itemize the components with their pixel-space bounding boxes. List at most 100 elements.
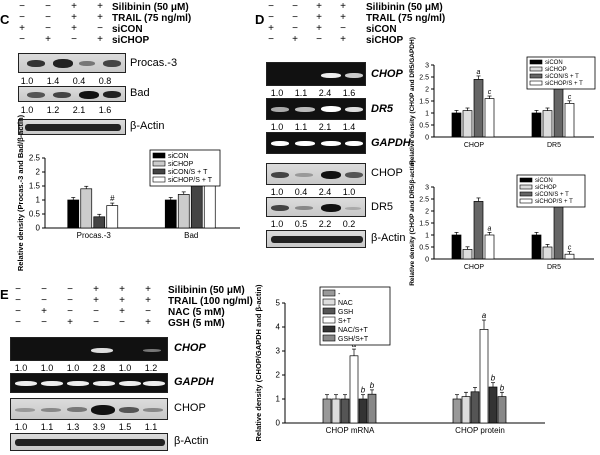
condition-sign: + xyxy=(145,317,151,328)
condition-label: GSH (5 mM) xyxy=(168,318,225,329)
condition-sign: + xyxy=(145,295,151,306)
quant-value: 1.3 xyxy=(66,422,80,432)
y-tick-label: 2 xyxy=(425,87,429,94)
y-tick-label: 1.5 xyxy=(419,221,429,228)
significance-mark: c xyxy=(488,89,492,96)
y-tick-label: 1 xyxy=(36,196,41,205)
bar xyxy=(484,98,495,138)
group-label: Procas.-3 xyxy=(77,231,112,240)
bar xyxy=(106,205,119,229)
blot-name-actin-e: β-Actin xyxy=(174,435,209,447)
legend-label: - xyxy=(338,291,341,298)
quant-value: 0.5 xyxy=(294,219,308,229)
condition-sign: − xyxy=(67,306,73,317)
quant-value: 1.6 xyxy=(342,88,356,98)
condition-sign: − xyxy=(292,12,298,23)
legend-label: siCHOP xyxy=(535,185,557,191)
condition-sign: − xyxy=(97,23,103,34)
quant-value: 1.0 xyxy=(118,363,132,373)
condition-sign: + xyxy=(41,306,47,317)
condition-sign: + xyxy=(268,23,274,34)
chart-d-top: 00.511.522.53acCHOPacDR5Relative density… xyxy=(409,37,596,165)
legend-swatch xyxy=(519,184,533,190)
condition-sign: + xyxy=(340,1,346,12)
panel-c-letter: C xyxy=(0,12,10,27)
bar xyxy=(531,112,542,138)
legend-label: siCHOP/S + T xyxy=(535,199,573,205)
blot-actin-e xyxy=(10,433,168,451)
quant-value: 0.2 xyxy=(342,219,356,229)
legend-swatch xyxy=(529,80,543,86)
quant-value: 2.2 xyxy=(318,219,332,229)
legend-label: siCHOP/S + T xyxy=(168,177,213,184)
condition-sign: + xyxy=(119,295,125,306)
condition-sign: − xyxy=(45,1,51,12)
quant-value: 0.8 xyxy=(98,76,112,86)
condition-sign: + xyxy=(93,295,99,306)
quant-value: 1.2 xyxy=(46,105,60,115)
significance-mark: c xyxy=(568,245,572,252)
y-tick-label: 5 xyxy=(276,299,281,308)
bar xyxy=(67,199,80,229)
quant-value: 1.6 xyxy=(98,105,112,115)
significance-mark: b xyxy=(370,381,375,390)
blot-name-actin-c: β-Actin xyxy=(130,120,165,132)
condition-sign: + xyxy=(93,284,99,295)
gel-chop-e xyxy=(10,337,168,361)
condition-sign: − xyxy=(15,284,21,295)
bar xyxy=(177,194,190,229)
legend-swatch xyxy=(519,191,533,197)
condition-sign: − xyxy=(268,12,274,23)
blot-name-dr5-d: DR5 xyxy=(371,201,394,213)
legend-swatch xyxy=(322,289,336,297)
condition-sign: − xyxy=(67,295,73,306)
y-tick-label: 2.5 xyxy=(419,75,429,82)
y-tick-label: 0.5 xyxy=(419,245,429,252)
significance-mark: # xyxy=(110,194,115,203)
quant-value: 1.0 xyxy=(66,363,80,373)
group-label: CHOP protein xyxy=(455,426,505,435)
y-tick-label: 0 xyxy=(425,135,429,142)
condition-sign: − xyxy=(45,23,51,34)
bar xyxy=(553,83,564,138)
y-tick-label: 4 xyxy=(276,323,281,332)
legend-swatch xyxy=(322,316,336,324)
group-label: CHOP xyxy=(464,264,485,271)
legend-label: GSH xyxy=(338,309,353,316)
bar xyxy=(479,329,489,424)
quant-value: 0.4 xyxy=(72,76,86,86)
panel-d-letter: D xyxy=(255,12,265,27)
bar xyxy=(451,234,462,260)
condition-sign: + xyxy=(316,23,322,34)
quant-value: 1.0 xyxy=(40,363,54,373)
condition-sign: + xyxy=(97,1,103,12)
gel-gapdh-e xyxy=(10,373,168,393)
bar xyxy=(367,393,377,424)
condition-sign: − xyxy=(119,317,125,328)
condition-sign: + xyxy=(71,23,77,34)
legend-swatch xyxy=(529,59,543,65)
gel-name-gapdh-e: GAPDH xyxy=(174,376,214,388)
gel-name-dr5-d: DR5 xyxy=(371,103,394,115)
quant-value: 1.1 xyxy=(294,88,308,98)
blot-dr5-d xyxy=(266,197,366,217)
bar xyxy=(484,234,495,260)
condition-sign: − xyxy=(41,284,47,295)
gel-name-chop-d: CHOP xyxy=(371,68,403,80)
condition-sign: − xyxy=(15,317,21,328)
bar xyxy=(473,79,484,138)
y-tick-label: 2 xyxy=(425,209,429,216)
blot-chop-e xyxy=(10,398,168,420)
condition-sign: − xyxy=(41,317,47,328)
condition-sign: − xyxy=(93,317,99,328)
gel-name-gapdh-d: GAPDH xyxy=(371,137,411,149)
y-axis-label: Relative density (CHOP/GAPDH and β-actin… xyxy=(254,284,263,442)
blot-name-procas3: Procas.-3 xyxy=(130,57,178,69)
condition-sign: − xyxy=(292,1,298,12)
significance-mark: b xyxy=(361,386,366,395)
condition-sign: − xyxy=(71,34,77,45)
quant-value: 2.4 xyxy=(318,88,332,98)
chart-d-bottom: 0 0.5 1 1.5 2 2.5 3 a CHOP c DR5 Relative density (… xyxy=(409,160,594,286)
bar xyxy=(322,398,332,424)
condition-label: TRAIL (100 ng/ml) xyxy=(168,296,253,307)
